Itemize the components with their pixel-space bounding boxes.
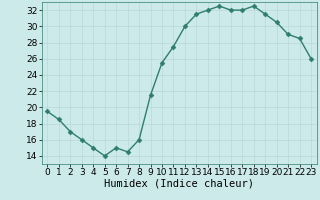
X-axis label: Humidex (Indice chaleur): Humidex (Indice chaleur) (104, 179, 254, 189)
